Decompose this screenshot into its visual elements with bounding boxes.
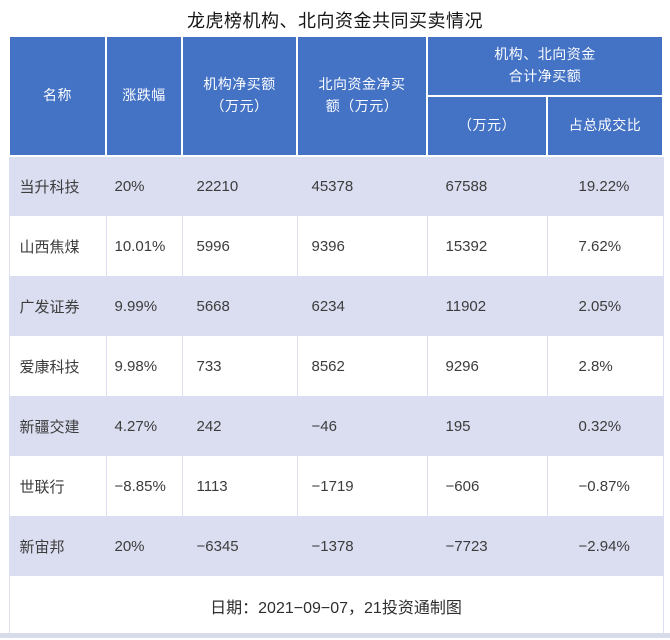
inst-net-buy-cell: 242	[181, 396, 298, 456]
change-pct-cell: 9.99%	[105, 276, 183, 336]
col-header-combined-group: 机构、北向资金 合计净买额	[426, 35, 664, 97]
combined-net-buy-cell: 15392	[426, 216, 548, 276]
combined-net-buy-cell: 9296	[426, 336, 548, 396]
combined-pct-cell: −0.87%	[546, 456, 664, 516]
north-net-buy-cell: 8562	[296, 336, 428, 396]
combined-net-buy-cell: 195	[426, 396, 548, 456]
stock-name-cell: 世联行	[8, 456, 107, 516]
combined-pct-cell: 0.32%	[546, 396, 664, 456]
change-pct-cell: 9.98%	[105, 336, 183, 396]
combined-net-buy-cell: 11902	[426, 276, 548, 336]
north-net-buy-cell: −46	[296, 396, 428, 456]
change-pct-cell: −8.85%	[105, 456, 183, 516]
table-footer-row: 日期：2021−09−07，21投资通制图	[8, 576, 664, 636]
inst-net-buy-cell: −6345	[181, 516, 298, 576]
stock-name-cell: 山西焦煤	[8, 216, 107, 276]
col-header-combined-pct: 占总成交比	[546, 95, 664, 157]
footer-note: 日期：2021−09−07，21投资通制图	[8, 576, 664, 636]
combined-net-buy-cell: 67588	[426, 156, 548, 216]
change-pct-cell: 20%	[105, 516, 183, 576]
combined-pct-cell: −2.94%	[546, 516, 664, 576]
col-header-inst-net-buy: 机构净买额 （万元）	[181, 35, 298, 157]
combined-pct-cell: 19.22%	[546, 156, 664, 216]
data-table: 名称 涨跌幅 机构净买额 （万元） 北向资金净买 额（万元） 机构、北向资金 合…	[8, 35, 664, 636]
north-net-buy-cell: 6234	[296, 276, 428, 336]
table-row: 世联行 −8.85% 1113 −1719 −606 −0.87%	[8, 456, 664, 516]
combined-pct-cell: 2.8%	[546, 336, 664, 396]
table-row: 爱康科技 9.98% 733 8562 9296 2.8%	[8, 336, 664, 396]
change-pct-cell: 10.01%	[105, 216, 183, 276]
col-header-name: 名称	[8, 35, 107, 157]
stock-name-cell: 爱康科技	[8, 336, 107, 396]
table-row: 广发证券 9.99% 5668 6234 11902 2.05%	[8, 276, 664, 336]
inst-net-buy-cell: 733	[181, 336, 298, 396]
north-net-buy-cell: 9396	[296, 216, 428, 276]
bottom-shadow	[0, 633, 670, 638]
stock-name-cell: 新疆交建	[8, 396, 107, 456]
table-row: 新疆交建 4.27% 242 −46 195 0.32%	[8, 396, 664, 456]
combined-pct-cell: 2.05%	[546, 276, 664, 336]
table-row: 新宙邦 20% −6345 −1378 −7723 −2.94%	[8, 516, 664, 576]
page-title: 龙虎榜机构、北向资金共同买卖情况	[187, 11, 483, 31]
inst-net-buy-cell: 5996	[181, 216, 298, 276]
change-pct-cell: 4.27%	[105, 396, 183, 456]
inst-net-buy-cell: 5668	[181, 276, 298, 336]
table-header: 名称 涨跌幅 机构净买额 （万元） 北向资金净买 额（万元） 机构、北向资金 合…	[8, 35, 664, 157]
combined-net-buy-cell: −7723	[426, 516, 548, 576]
col-header-combined-amount: （万元）	[426, 95, 548, 157]
stock-name-cell: 广发证券	[8, 276, 107, 336]
north-net-buy-cell: 45378	[296, 156, 428, 216]
col-header-north-net-buy: 北向资金净买 额（万元）	[296, 35, 428, 157]
inst-net-buy-cell: 22210	[181, 156, 298, 216]
change-pct-cell: 20%	[105, 156, 183, 216]
combined-pct-cell: 7.62%	[546, 216, 664, 276]
north-net-buy-cell: −1378	[296, 516, 428, 576]
table-row: 当升科技 20% 22210 45378 67588 19.22%	[8, 156, 664, 216]
north-net-buy-cell: −1719	[296, 456, 428, 516]
stock-name-cell: 新宙邦	[8, 516, 107, 576]
stock-name-cell: 当升科技	[8, 156, 107, 216]
inst-net-buy-cell: 1113	[181, 456, 298, 516]
table-row: 山西焦煤 10.01% 5996 9396 15392 7.62%	[8, 216, 664, 276]
col-header-change: 涨跌幅	[105, 35, 183, 157]
combined-net-buy-cell: −606	[426, 456, 548, 516]
